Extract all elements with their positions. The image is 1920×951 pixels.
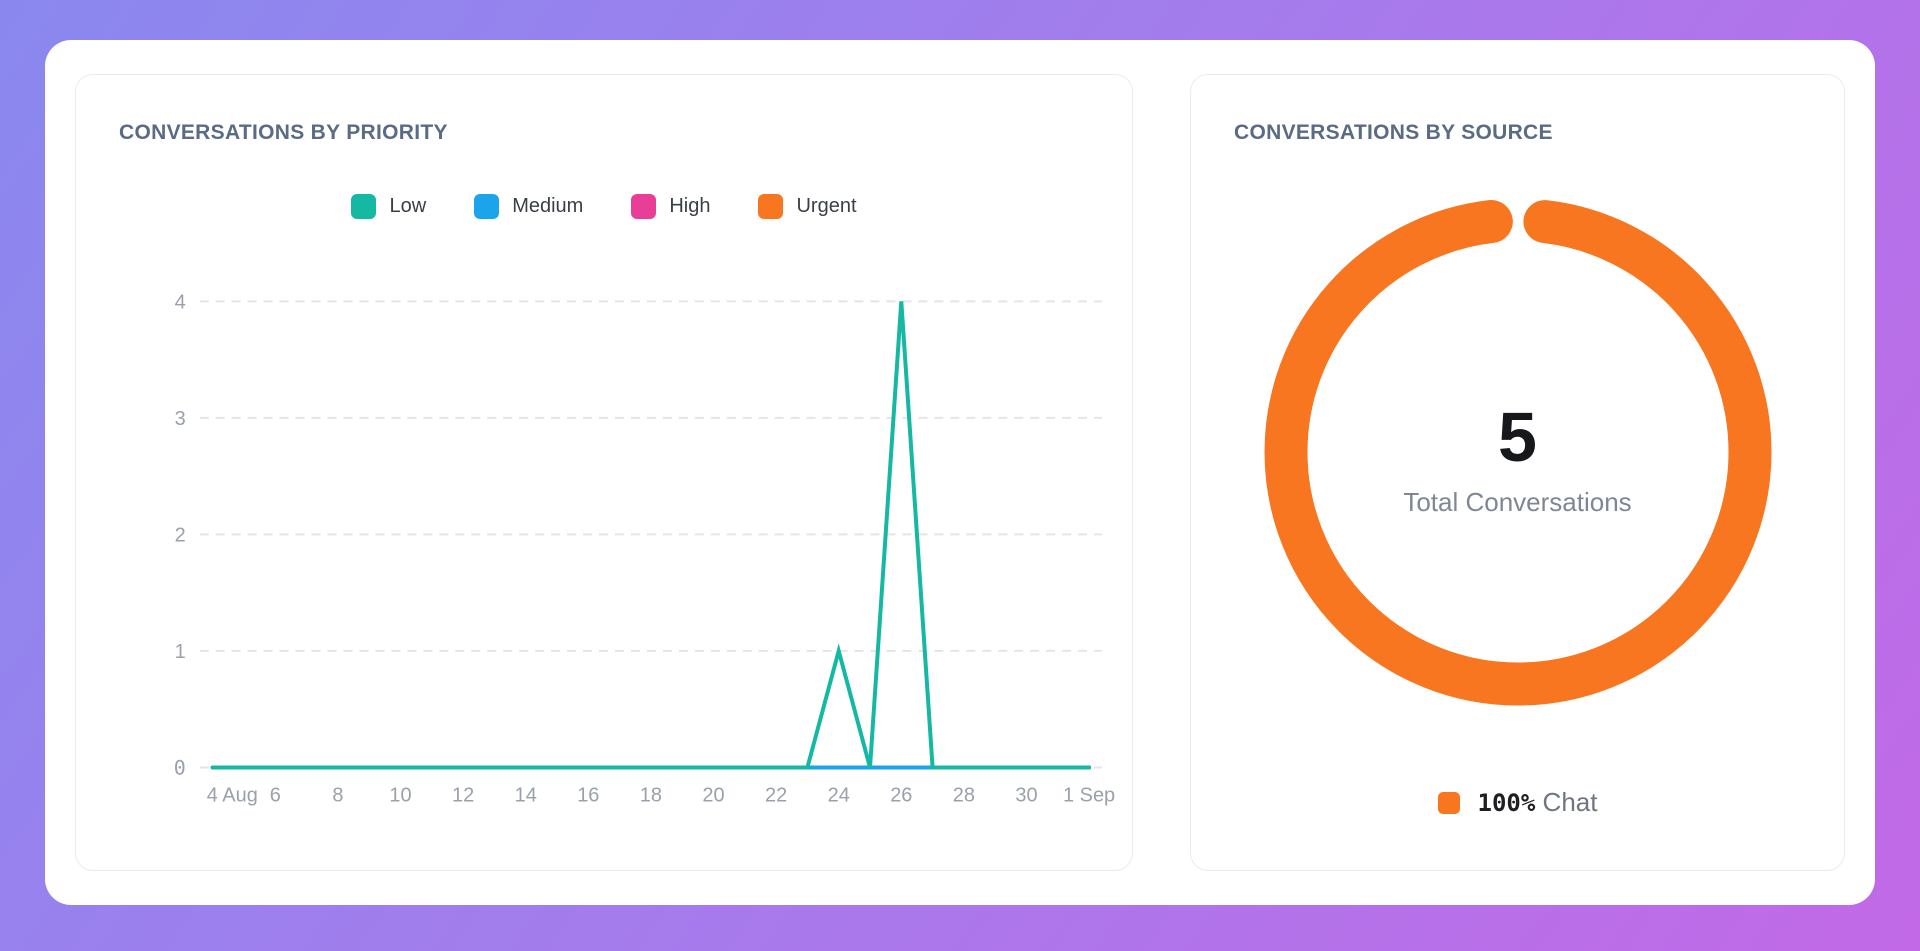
x-tick-label-4-aug: 4 Aug	[207, 784, 258, 806]
y-tick-label-4: 4	[175, 291, 186, 313]
legend-item-medium[interactable]: Medium	[474, 194, 583, 219]
x-tick-label-22: 22	[765, 784, 787, 806]
legend-swatch-high	[631, 194, 657, 219]
series-line-low	[210, 301, 1092, 770]
legend-item-low[interactable]: Low	[351, 194, 426, 219]
legend-swatch-low	[351, 194, 377, 219]
source-donut-wrap: 5 Total Conversations	[1258, 192, 1778, 712]
source-legend-label: Chat	[1535, 787, 1598, 817]
x-tick-label-26: 26	[890, 784, 912, 806]
y-tick-label-0: 0	[174, 755, 186, 779]
y-tick-label-2: 2	[175, 524, 186, 546]
x-tick-label-20: 20	[702, 784, 724, 806]
x-tick-label-1-sep: 1 Sep	[1063, 784, 1115, 806]
legend-item-high[interactable]: High	[631, 194, 710, 219]
x-tick-label-10: 10	[389, 784, 411, 806]
source-card-title: CONVERSATIONS BY SOURCE	[1234, 121, 1553, 144]
x-tick-label-18: 18	[640, 784, 662, 806]
x-tick-label-14: 14	[515, 784, 537, 806]
x-tick-label-6: 6	[270, 784, 281, 806]
source-donut-chart	[1264, 198, 1771, 706]
priority-legend: Low Medium High Urgent	[76, 194, 1132, 219]
x-tick-label-24: 24	[828, 784, 850, 806]
x-tick-label-12: 12	[452, 784, 474, 806]
source-card: CONVERSATIONS BY SOURCE 5 Total Conversa…	[1190, 74, 1845, 871]
legend-swatch-medium	[474, 194, 500, 219]
source-legend-swatch-chat	[1437, 791, 1460, 814]
legend-label-high: High	[669, 195, 711, 217]
x-tick-label-30: 30	[1015, 784, 1037, 806]
x-tick-label-16: 16	[577, 784, 599, 806]
legend-label-medium: Medium	[512, 195, 584, 217]
legend-item-urgent[interactable]: Urgent	[758, 194, 857, 219]
legend-label-urgent: Urgent	[796, 195, 857, 217]
dashboard-panel: CONVERSATIONS BY PRIORITY Low Medium High U…	[45, 40, 1875, 905]
priority-card: CONVERSATIONS BY PRIORITY Low Medium High U…	[75, 74, 1133, 871]
x-tick-label-28: 28	[953, 784, 975, 806]
y-tick-label-3: 3	[175, 408, 186, 430]
y-tick-label-1: 1	[175, 641, 186, 663]
source-legend-pct: 100%	[1477, 789, 1536, 817]
x-tick-label-8: 8	[332, 784, 343, 806]
donut-segment-chat[interactable]	[1264, 198, 1771, 706]
priority-card-title: CONVERSATIONS BY PRIORITY	[119, 121, 448, 144]
source-legend-item-chat[interactable]: 100% Chat	[1437, 787, 1598, 818]
source-legend: 100% Chat	[1191, 787, 1844, 818]
legend-swatch-urgent	[758, 194, 784, 219]
legend-label-low: Low	[389, 195, 427, 217]
